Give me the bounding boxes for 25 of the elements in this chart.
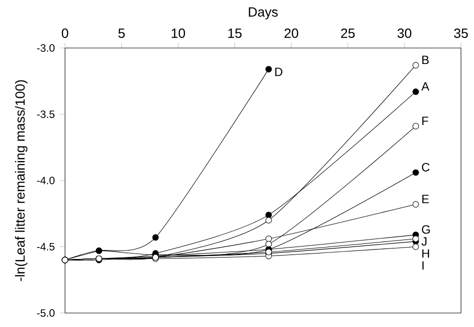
x-tick-label: 20 [284, 28, 298, 38]
y-tick-label: -5.0 [37, 309, 55, 317]
y-tick-label: -4.5 [37, 243, 55, 250]
series-label: B [422, 56, 429, 64]
x-tick-label: 0 [62, 28, 68, 38]
x-tick-label: 30 [398, 28, 412, 38]
x-tick-label: 5 [118, 28, 125, 38]
series-label: C [422, 162, 430, 172]
series-label: D [275, 68, 282, 76]
series-label: J [422, 237, 426, 246]
series-label: G [422, 225, 430, 234]
series-label: A [421, 82, 430, 91]
y-tick-label: -3.5 [37, 110, 55, 118]
series-label: E [422, 194, 429, 204]
series-label: I [422, 261, 424, 270]
series-label: H [422, 249, 430, 258]
x-tick-label: 35 [454, 28, 468, 38]
y-tick-label: -3.0 [37, 44, 55, 52]
x-tick-label: 25 [341, 28, 355, 38]
x-tick-label: 15 [228, 28, 242, 38]
y-axis-title: -ln(Leaf litter remaining mass/100) [15, 80, 28, 282]
y-tick-label: -4.0 [37, 176, 55, 184]
x-axis-title: Days [248, 7, 278, 20]
series-label: F [422, 116, 428, 125]
x-tick-label: 10 [172, 28, 186, 38]
